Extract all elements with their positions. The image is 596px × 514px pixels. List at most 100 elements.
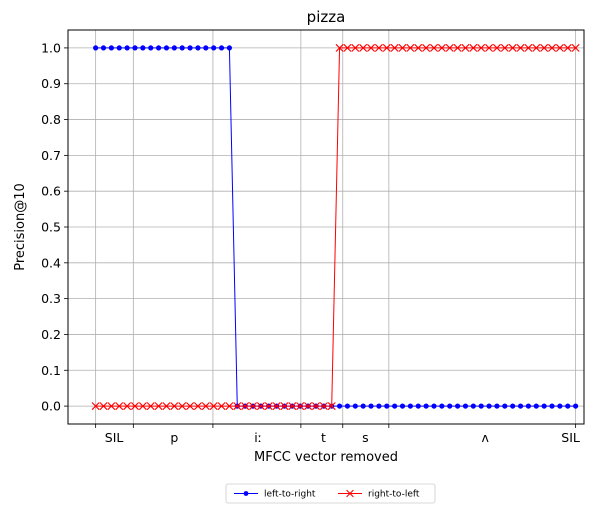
x-axis-label: MFCC vector removed	[254, 450, 398, 465]
data-point	[99, 402, 108, 411]
data-point	[500, 43, 509, 52]
data-point	[108, 45, 114, 51]
data-point	[226, 45, 233, 51]
x-tick-label: SIL	[105, 430, 124, 445]
data-point	[492, 43, 501, 52]
data-point	[91, 402, 100, 411]
data-point	[195, 45, 201, 51]
data-point	[524, 43, 533, 52]
data-point	[453, 43, 462, 52]
data-point	[494, 403, 500, 409]
data-point	[392, 403, 398, 409]
data-point	[203, 45, 209, 51]
data-point	[140, 45, 146, 51]
data-point	[171, 45, 177, 51]
data-point	[548, 43, 557, 52]
data-point	[288, 402, 297, 411]
data-point	[533, 403, 539, 409]
data-point	[225, 402, 234, 411]
data-point	[439, 403, 445, 409]
data-point	[148, 45, 154, 51]
data-point	[170, 402, 179, 411]
legend-entry: left-to-right	[234, 490, 316, 500]
data-point	[336, 403, 343, 409]
data-point	[360, 403, 366, 409]
x-tick-label: iː	[254, 430, 262, 445]
data-point	[179, 45, 185, 51]
data-point	[470, 403, 476, 409]
data-point	[485, 43, 494, 52]
axes: 0.0 0.1 0.2 0.3 0.4 0.5 0.6 0.7 0.8 0.9 1.0 SIL p iː t…	[41, 40, 580, 445]
data-point	[100, 45, 107, 51]
y-tick-label: 0.2	[41, 327, 61, 342]
data-point	[384, 403, 390, 409]
data-point	[186, 402, 195, 411]
data-point	[431, 403, 437, 409]
data-point	[399, 403, 406, 409]
data-point	[304, 402, 313, 411]
data-point	[130, 402, 139, 411]
legend-label: left-to-right	[264, 490, 316, 500]
data-point	[116, 45, 122, 51]
data-point	[124, 45, 130, 51]
data-point	[272, 402, 281, 411]
legend-marker	[346, 489, 354, 498]
data-point	[437, 43, 446, 52]
legend-box	[225, 483, 436, 504]
data-point	[241, 402, 250, 411]
data-point	[517, 403, 524, 409]
data-point	[209, 402, 218, 411]
data-point	[516, 43, 525, 52]
data-point	[374, 43, 383, 52]
data-point	[201, 402, 210, 411]
data-point	[478, 403, 484, 409]
y-axis-label: Precision@10	[13, 183, 28, 271]
series-right-to-left	[91, 43, 580, 411]
data-point	[233, 402, 242, 411]
data-point	[477, 43, 486, 52]
data-point	[211, 45, 217, 51]
data-point	[217, 402, 226, 411]
legend: left-to-right right-to-left	[225, 483, 436, 504]
series-layer	[91, 43, 580, 411]
data-point	[368, 403, 374, 409]
data-point	[107, 402, 116, 411]
data-point	[414, 43, 423, 52]
data-point	[540, 43, 549, 52]
data-point	[422, 43, 431, 52]
data-point	[573, 403, 579, 409]
y-tick-label: 0.4	[41, 255, 61, 270]
data-point	[319, 402, 328, 411]
data-point	[138, 402, 147, 411]
x-tick-label: ʌ	[481, 430, 489, 445]
data-point	[555, 43, 564, 52]
data-point	[249, 402, 258, 411]
data-point	[565, 403, 571, 409]
data-point	[445, 43, 454, 52]
data-point	[311, 402, 320, 411]
data-point	[502, 403, 508, 409]
data-point	[162, 402, 171, 411]
data-point	[218, 45, 225, 51]
data-point	[123, 402, 132, 411]
data-point	[430, 43, 438, 52]
data-point	[187, 45, 193, 51]
data-point	[510, 403, 516, 409]
y-tick-label: 0.0	[41, 399, 61, 414]
data-point	[256, 402, 265, 411]
data-point	[407, 403, 413, 409]
data-point	[447, 403, 453, 409]
x-tick-label: t	[321, 430, 326, 445]
data-point	[296, 402, 305, 411]
x-tick-label: SIL	[561, 430, 580, 445]
data-point	[462, 403, 469, 409]
data-point	[132, 45, 138, 51]
y-tick-label: 0.7	[41, 148, 61, 163]
series-line	[95, 47, 576, 407]
legend-label: right-to-left	[368, 490, 420, 500]
data-point	[382, 43, 391, 52]
data-point	[549, 403, 555, 409]
data-point	[155, 45, 162, 51]
chart-title: pizza	[307, 8, 346, 26]
